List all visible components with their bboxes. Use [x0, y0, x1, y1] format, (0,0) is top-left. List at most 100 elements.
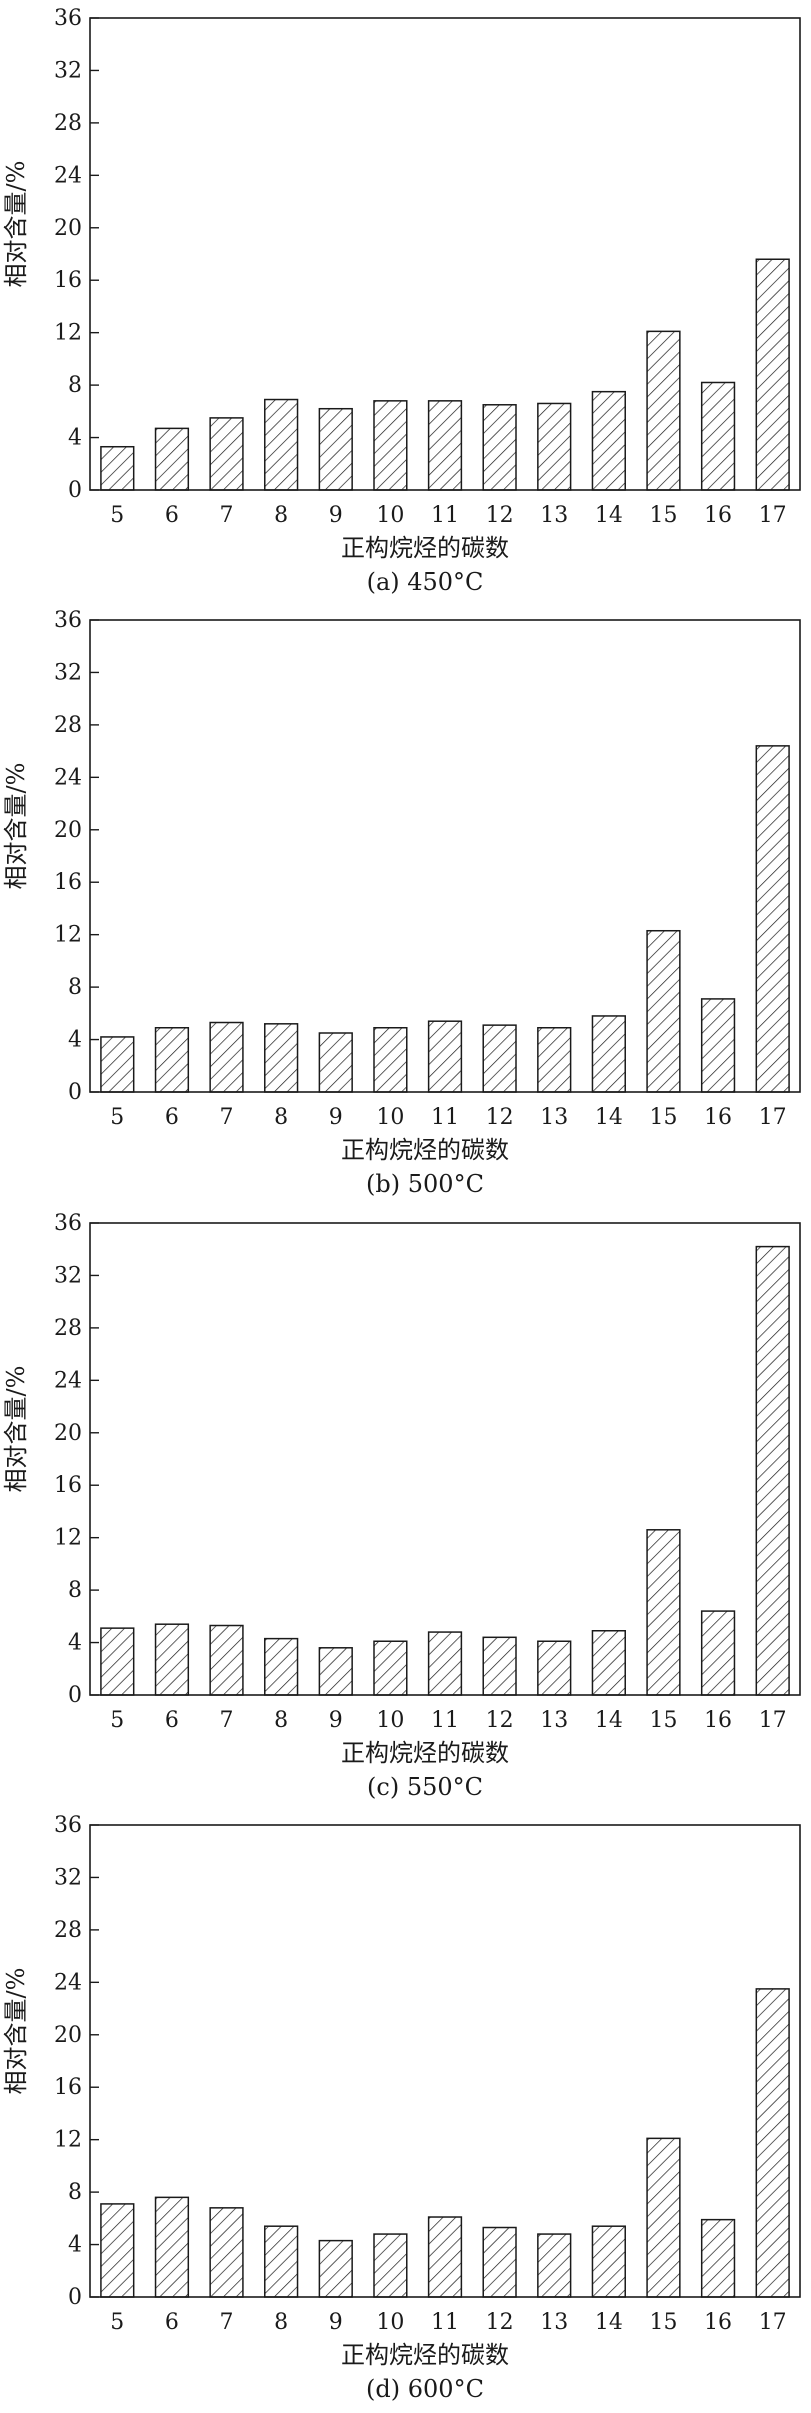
y-tick-label: 32 [54, 1865, 82, 1890]
x-tick-label: 10 [376, 1105, 404, 1130]
x-tick-label: 6 [165, 2310, 179, 2335]
x-tick-label: 8 [274, 1105, 288, 1130]
y-tick-label: 12 [54, 923, 82, 948]
x-tick-label: 11 [431, 2310, 459, 2335]
bar-c12 [482, 1024, 517, 1093]
x-tick-label: 9 [329, 1105, 343, 1130]
x-tick-label: 17 [759, 1708, 787, 1733]
chart-panel-4: 0 4 8 12 16 20 24 28 32 36 5 6 7 8 9 10 11 12 13 14 15 16 17 正构… [0, 1807, 811, 2409]
y-tick-label: 4 [68, 2232, 82, 2257]
bar-c10 [373, 1639, 408, 1696]
bar-c14 [591, 1015, 626, 1094]
bar-c12 [482, 2226, 517, 2298]
y-tick-label: 36 [54, 6, 82, 31]
y-axis-label: 相对含量/% [2, 763, 30, 890]
chart-svg: 0 4 8 12 16 20 24 28 32 36 5 6 7 8 9 10 11 12 13 14 15 16 17 正构… [2, 608, 801, 1198]
x-tick-label: 12 [486, 2310, 514, 2335]
y-tick-label: 8 [68, 975, 82, 1000]
x-tick-label: 6 [165, 1708, 179, 1733]
x-tick-label: 15 [649, 2310, 677, 2335]
panel-caption: (b) 500°C [366, 1170, 484, 1198]
y-tick-label: 0 [68, 478, 82, 503]
bar-c10 [373, 2233, 408, 2298]
bar-c12 [482, 1636, 517, 1696]
bar-c11 [427, 1020, 463, 1094]
bar-c15 [646, 1528, 681, 1696]
bar-c14 [591, 390, 626, 491]
y-tick-label: 24 [54, 1368, 82, 1393]
bar-c5 [100, 1626, 135, 1696]
bar-c10 [373, 400, 408, 491]
bar-c6 [154, 1622, 190, 1696]
bar-c16 [700, 381, 736, 491]
x-tick-label: 13 [540, 1105, 568, 1130]
x-tick-label: 15 [649, 1105, 677, 1130]
x-tick-label: 11 [431, 1105, 459, 1130]
y-tick-label: 32 [54, 661, 82, 686]
x-tick-label: 17 [759, 503, 787, 528]
x-tick-label: 6 [165, 503, 179, 528]
x-tick-label: 5 [110, 1708, 124, 1733]
bar-c7 [209, 2206, 244, 2298]
x-tick-label: 12 [486, 1708, 514, 1733]
bar-c15 [646, 330, 681, 491]
bar-c11 [427, 2216, 463, 2298]
bar-c6 [154, 427, 190, 491]
x-tick-label: 5 [110, 2310, 124, 2335]
bar-c17 [755, 1987, 790, 2298]
y-tick-label: 0 [68, 1683, 82, 1708]
x-tick-label: 13 [540, 2310, 568, 2335]
panel-caption: (a) 450°C [367, 568, 484, 596]
x-tick-label: 14 [595, 503, 623, 528]
x-tick-label: 7 [220, 2310, 234, 2335]
panel-caption: (c) 550°C [367, 1773, 483, 1801]
x-tick-label: 14 [595, 2310, 623, 2335]
x-tick-label: 13 [540, 1708, 568, 1733]
bar-c9 [318, 2239, 353, 2298]
bar-c8 [264, 398, 299, 491]
x-tick-label: 12 [486, 503, 514, 528]
x-tick-label: 13 [540, 503, 568, 528]
x-tick-label: 8 [274, 503, 288, 528]
bar-c13 [537, 1639, 572, 1696]
y-tick-label: 20 [54, 2023, 82, 2048]
y-tick-label: 24 [54, 766, 82, 791]
bar-c9 [318, 1032, 353, 1093]
y-tick-label: 20 [54, 818, 82, 843]
x-tick-label: 9 [329, 2310, 343, 2335]
bar-c7 [209, 417, 244, 491]
chart-svg: 0 4 8 12 16 20 24 28 32 36 5 6 7 8 9 10 11 12 13 14 15 16 17 正构… [2, 6, 801, 596]
bar-c13 [537, 2233, 572, 2298]
x-tick-label: 9 [329, 503, 343, 528]
x-tick-label: 6 [165, 1105, 179, 1130]
bar-c5 [100, 1036, 135, 1093]
y-tick-label: 4 [68, 426, 82, 451]
y-tick-label: 28 [54, 111, 82, 136]
y-tick-label: 28 [54, 713, 82, 738]
y-tick-label: 24 [54, 1970, 82, 1995]
bar-c8 [264, 2225, 299, 2298]
y-tick-label: 16 [54, 1473, 82, 1498]
chart-svg: 0 4 8 12 16 20 24 28 32 36 5 6 7 8 9 10 11 12 13 14 15 16 17 正构… [2, 1211, 801, 1801]
x-axis-label: 正构烷烃的碳数 [341, 1136, 509, 1164]
bar-c10 [373, 1027, 408, 1093]
bar-c17 [755, 745, 790, 1093]
chart-svg: 0 4 8 12 16 20 24 28 32 36 5 6 7 8 9 10 11 12 13 14 15 16 17 正构… [2, 1813, 801, 2403]
bar-c13 [537, 1027, 572, 1093]
x-tick-label: 15 [649, 503, 677, 528]
x-tick-label: 11 [431, 503, 459, 528]
y-tick-label: 16 [54, 870, 82, 895]
chart-panel-1: 0 4 8 12 16 20 24 28 32 36 5 6 7 8 9 10 11 12 13 14 15 16 17 正构… [0, 0, 811, 602]
x-tick-label: 14 [595, 1105, 623, 1130]
panel-caption: (d) 600°C [366, 2375, 484, 2403]
y-tick-label: 8 [68, 373, 82, 398]
y-tick-label: 12 [54, 321, 82, 346]
x-axis-label: 正构烷烃的碳数 [341, 1739, 509, 1767]
y-tick-label: 28 [54, 1918, 82, 1943]
x-tick-label: 8 [274, 2310, 288, 2335]
y-tick-label: 24 [54, 163, 82, 188]
bar-c11 [427, 400, 463, 491]
bar-c5 [100, 445, 135, 491]
y-tick-label: 0 [68, 1080, 82, 1105]
